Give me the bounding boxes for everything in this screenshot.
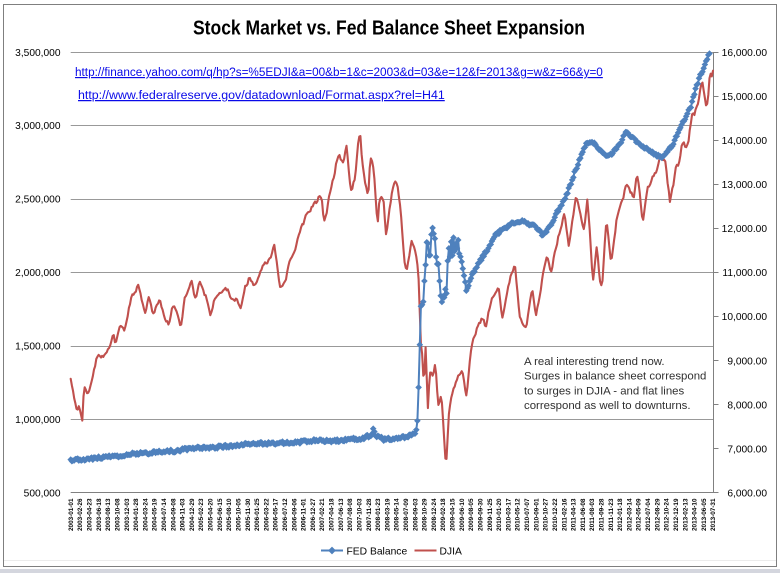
svg-text:13,000.00: 13,000.00 <box>722 180 768 191</box>
svg-text:2008-05-14: 2008-05-14 <box>394 498 401 531</box>
svg-text:2010-12-22: 2010-12-22 <box>552 498 559 531</box>
svg-text:8,000.00: 8,000.00 <box>727 400 767 411</box>
svg-text:11,000.00: 11,000.00 <box>722 268 767 279</box>
svg-text:2004-01-28: 2004-01-28 <box>133 498 140 531</box>
svg-text:2009-06-10: 2009-06-10 <box>459 498 466 531</box>
svg-text:2009-11-25: 2009-11-25 <box>487 498 494 531</box>
svg-text:2013-02-13: 2013-02-13 <box>682 498 689 531</box>
svg-text:2006-07-12: 2006-07-12 <box>282 498 289 531</box>
svg-text:3,000,000: 3,000,000 <box>15 121 61 132</box>
svg-text:1,000,000: 1,000,000 <box>15 415 61 426</box>
svg-text:2010-03-17: 2010-03-17 <box>505 498 512 531</box>
svg-text:2012-08-29: 2012-08-29 <box>654 498 661 531</box>
svg-text:2004-03-24: 2004-03-24 <box>142 498 149 531</box>
svg-text:2003-02-26: 2003-02-26 <box>77 498 84 531</box>
svg-text:2007-11-28: 2007-11-28 <box>366 498 373 531</box>
svg-text:9,000.00: 9,000.00 <box>727 356 767 367</box>
svg-text:2005-04-20: 2005-04-20 <box>208 498 215 531</box>
svg-text:2011-04-13: 2011-04-13 <box>571 498 578 531</box>
svg-text:2009-02-18: 2009-02-18 <box>440 498 447 531</box>
svg-text:2004-09-08: 2004-09-08 <box>170 498 177 531</box>
svg-text:2011-11-23: 2011-11-23 <box>608 498 615 531</box>
svg-text:to surges in DJIA - and flat l: to surges in DJIA - and flat lines <box>524 385 684 397</box>
svg-text:6,000.00: 6,000.00 <box>727 489 767 500</box>
svg-text:2005-11-30: 2005-11-30 <box>245 498 252 531</box>
svg-text:15,000.00: 15,000.00 <box>722 92 768 103</box>
svg-text:2009-08-05: 2009-08-05 <box>468 498 475 531</box>
svg-text:2012-07-04: 2012-07-04 <box>645 498 652 531</box>
svg-text:2007-08-08: 2007-08-08 <box>347 498 354 531</box>
svg-text:2010-01-20: 2010-01-20 <box>496 498 503 531</box>
svg-text:2007-04-18: 2007-04-18 <box>329 498 336 531</box>
svg-text:2010-10-27: 2010-10-27 <box>543 498 550 531</box>
svg-text:2006-01-25: 2006-01-25 <box>254 498 261 531</box>
svg-text:2004-12-29: 2004-12-29 <box>189 498 196 531</box>
svg-text:2013-04-10: 2013-04-10 <box>692 498 699 531</box>
svg-text:Stock Market vs. Fed Balance S: Stock Market vs. Fed Balance Sheet Expan… <box>193 16 585 39</box>
svg-text:2011-08-03: 2011-08-03 <box>589 498 596 531</box>
svg-text:12,000.00: 12,000.00 <box>722 224 768 235</box>
svg-text:DJIA: DJIA <box>440 546 462 557</box>
svg-text:2008-10-29: 2008-10-29 <box>422 498 429 531</box>
svg-text:correspond as well to downturn: correspond as well to downturns. <box>524 400 691 412</box>
svg-text:2006-05-17: 2006-05-17 <box>273 498 280 531</box>
svg-text:2013-06-05: 2013-06-05 <box>701 498 708 531</box>
svg-text:2010-09-01: 2010-09-01 <box>533 498 540 531</box>
svg-text:2010-07-07: 2010-07-07 <box>524 498 531 531</box>
svg-text:2011-06-08: 2011-06-08 <box>580 498 587 531</box>
svg-text:2008-07-09: 2008-07-09 <box>403 498 410 531</box>
svg-text:2005-08-10: 2005-08-10 <box>226 498 233 531</box>
svg-text:2003-04-23: 2003-04-23 <box>87 498 94 531</box>
svg-text:2006-12-27: 2006-12-27 <box>310 498 317 531</box>
svg-text:2013-07-31: 2013-07-31 <box>710 498 717 531</box>
svg-text:2012-01-18: 2012-01-18 <box>617 498 624 531</box>
svg-text:2012-05-09: 2012-05-09 <box>636 498 643 531</box>
svg-text:3,500,000: 3,500,000 <box>15 48 61 59</box>
svg-text:FED Balance: FED Balance <box>347 546 408 557</box>
svg-text:2006-11-01: 2006-11-01 <box>301 498 308 531</box>
svg-text:16,000.00: 16,000.00 <box>722 48 768 59</box>
svg-text:2,000,000: 2,000,000 <box>15 268 61 279</box>
svg-text:2005-06-15: 2005-06-15 <box>217 498 224 531</box>
svg-text:2007-10-03: 2007-10-03 <box>357 498 364 531</box>
svg-text:2012-12-19: 2012-12-19 <box>673 498 680 531</box>
svg-text:2004-11-03: 2004-11-03 <box>180 498 187 531</box>
svg-text:2006-03-22: 2006-03-22 <box>263 498 270 531</box>
svg-text:2003-06-18: 2003-06-18 <box>96 498 103 531</box>
svg-text:2003-10-08: 2003-10-08 <box>114 498 121 531</box>
svg-text:2011-02-16: 2011-02-16 <box>561 498 568 531</box>
svg-text:10,000.00: 10,000.00 <box>722 312 768 323</box>
svg-text:2009-04-15: 2009-04-15 <box>450 498 457 531</box>
svg-text:2008-12-24: 2008-12-24 <box>431 498 438 531</box>
svg-text:2,500,000: 2,500,000 <box>15 195 61 206</box>
svg-text:7,000.00: 7,000.00 <box>727 444 767 455</box>
svg-text:2006-09-06: 2006-09-06 <box>291 498 298 531</box>
svg-text:2012-03-14: 2012-03-14 <box>626 498 633 531</box>
svg-text:2008-01-23: 2008-01-23 <box>375 498 382 531</box>
svg-text:14,000.00: 14,000.00 <box>722 136 768 147</box>
svg-text:2005-02-23: 2005-02-23 <box>198 498 205 531</box>
svg-text:2008-09-03: 2008-09-03 <box>412 498 419 531</box>
svg-text:2012-10-24: 2012-10-24 <box>664 498 671 531</box>
svg-text:500,000: 500,000 <box>24 489 61 500</box>
svg-text:Surges in balance sheet corres: Surges in balance sheet correspond <box>524 371 706 383</box>
svg-text:2004-07-14: 2004-07-14 <box>161 498 168 531</box>
svg-text:2011-09-28: 2011-09-28 <box>599 498 606 531</box>
svg-text:http://www.federalreserve.gov/: http://www.federalreserve.gov/datadownlo… <box>78 88 445 102</box>
svg-text:http://finance.yahoo.com/q/hp?: http://finance.yahoo.com/q/hp?s=%5EDJI&a… <box>75 66 603 79</box>
svg-text:2007-06-13: 2007-06-13 <box>338 498 345 531</box>
svg-text:2003-08-13: 2003-08-13 <box>105 498 112 531</box>
svg-text:2004-05-19: 2004-05-19 <box>152 498 159 531</box>
svg-text:2003-01-01: 2003-01-01 <box>68 498 75 531</box>
svg-text:2010-05-12: 2010-05-12 <box>515 498 522 531</box>
svg-text:2003-12-03: 2003-12-03 <box>124 498 131 531</box>
svg-text:2007-02-21: 2007-02-21 <box>319 498 326 531</box>
svg-text:1,500,000: 1,500,000 <box>15 342 61 353</box>
svg-text:2009-09-30: 2009-09-30 <box>478 498 485 531</box>
svg-text:A real interesting trend now.: A real interesting trend now. <box>524 356 665 368</box>
svg-text:2008-03-19: 2008-03-19 <box>384 498 391 531</box>
svg-text:2005-10-05: 2005-10-05 <box>236 498 243 531</box>
